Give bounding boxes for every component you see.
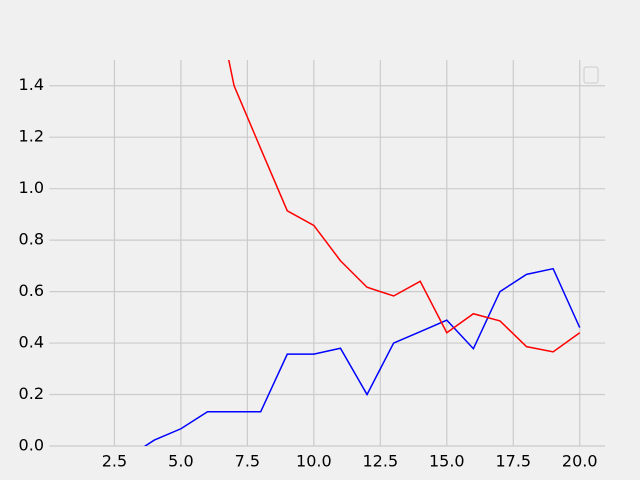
x-tick-label: 15.0 [429,452,465,471]
x-tick-label: 20.0 [562,452,598,471]
x-tick-label: 17.5 [495,452,531,471]
y-tick-label: 1.0 [19,178,44,197]
x-tick-label: 2.5 [102,452,127,471]
plot-area [143,60,581,446]
y-tick-label: 1.2 [19,127,44,146]
x-tick-label: 5.0 [168,452,193,471]
grid [49,60,605,447]
y-tick-label: 0.0 [19,436,44,455]
legend [583,66,599,84]
y-tick-label: 1.4 [19,75,44,94]
x-tick-label: 10.0 [296,452,332,471]
y-tick-label: 0.4 [19,333,44,352]
line-series [228,60,581,353]
y-tick-label: 0.2 [19,384,44,403]
y-tick-label: 0.8 [19,230,44,249]
y-tick-label: 0.6 [19,281,44,300]
x-tick-label: 12.5 [363,452,399,471]
line-series [143,267,581,446]
x-tick-label: 7.5 [235,452,260,471]
